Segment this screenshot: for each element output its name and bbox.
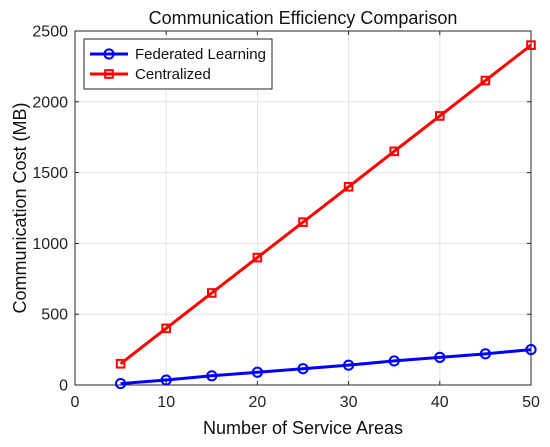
- y-tick-label: 1000: [32, 236, 68, 253]
- y-axis-title: Communication Cost (MB): [10, 102, 30, 313]
- data-point-marker: [526, 40, 536, 50]
- data-point-marker: [160, 374, 172, 386]
- series-1: [115, 344, 537, 390]
- series-line: [120, 348, 532, 386]
- data-point-marker: [343, 359, 355, 371]
- series-layer: [115, 40, 537, 390]
- data-point-marker: [434, 351, 446, 363]
- legend-box: [83, 38, 273, 90]
- y-tick-label: 2500: [32, 24, 68, 41]
- data-point-marker: [206, 370, 218, 382]
- legend-label: Federated Learning: [135, 46, 266, 63]
- data-point-marker: [479, 348, 491, 360]
- data-point-marker: [298, 217, 308, 227]
- data-point-marker: [103, 48, 115, 60]
- data-point-marker: [115, 377, 127, 390]
- data-point-marker: [251, 366, 263, 378]
- data-point-marker: [525, 344, 537, 356]
- x-tick-label: 40: [431, 394, 449, 411]
- legend-label: Centralized: [135, 66, 211, 83]
- series-line: [119, 43, 532, 365]
- x-tick-label: 10: [157, 394, 175, 411]
- data-point-marker: [343, 181, 354, 192]
- plot-area-frame: [74, 30, 532, 386]
- y-tick-label: 2000: [32, 94, 68, 111]
- x-axis-title: Number of Service Areas: [203, 418, 403, 438]
- data-point-marker: [480, 75, 491, 86]
- data-point-marker: [161, 323, 171, 334]
- y-tick-label: 1500: [32, 165, 68, 182]
- grid: [75, 31, 531, 385]
- data-point-marker: [435, 111, 445, 121]
- data-point-marker: [207, 288, 217, 298]
- data-point-marker: [388, 355, 400, 367]
- x-tick-label: 30: [340, 394, 358, 411]
- data-point-marker: [104, 69, 114, 79]
- chart-title: Communication Efficiency Comparison: [149, 8, 458, 28]
- x-tick-label: 50: [522, 394, 540, 411]
- x-tick-label: 0: [71, 394, 80, 411]
- legend-item: Centralized: [90, 66, 211, 83]
- data-point-marker: [297, 363, 309, 375]
- y-tick-label: 500: [41, 307, 68, 324]
- y-tick-label: 0: [59, 378, 68, 395]
- data-point-marker: [252, 252, 263, 263]
- legend-item: Federated Learning: [90, 46, 266, 63]
- x-tick-label: 20: [249, 394, 267, 411]
- data-point-marker: [115, 358, 126, 369]
- data-point-marker: [389, 146, 399, 157]
- legend: Federated Learning Centralized: [83, 38, 273, 90]
- series-2: [115, 40, 536, 369]
